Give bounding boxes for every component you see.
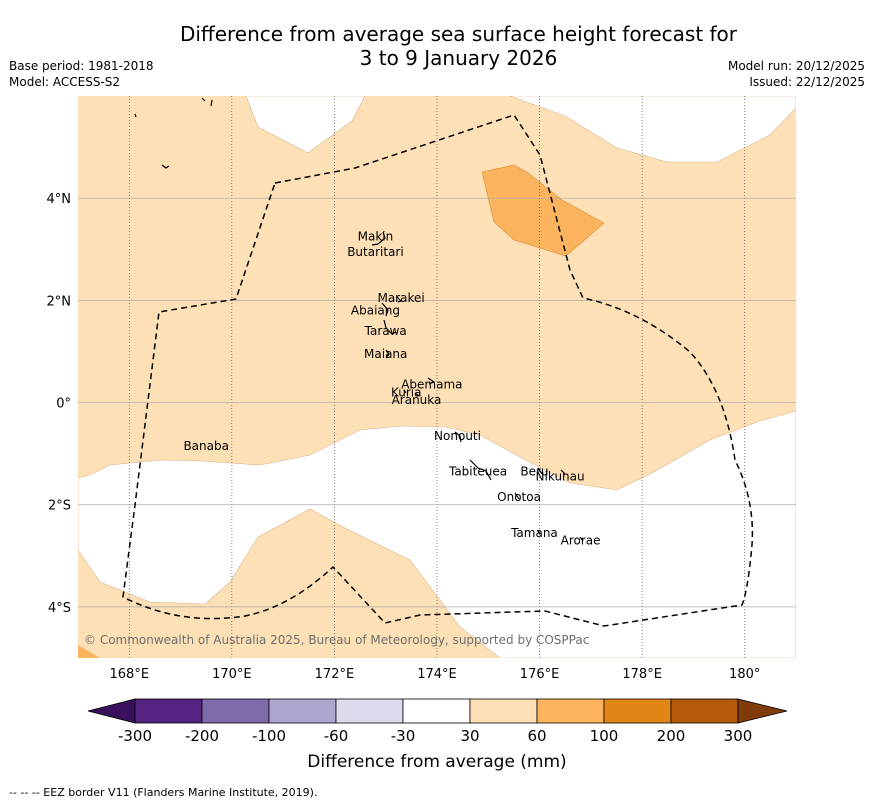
issued-date: Issued: 22/12/2025 xyxy=(749,75,865,89)
lon-tick-labels: 168°E 170°E 172°E 174°E 176°E 178°E 180° xyxy=(110,667,761,682)
lat-tick-label: 2°S xyxy=(48,499,71,514)
colorbar-title: Difference from average (mm) xyxy=(307,752,566,772)
lon-tick-label: 168°E xyxy=(110,667,150,682)
lat-tick-label: 2°N xyxy=(47,294,72,309)
place-label: Abemama xyxy=(401,378,462,392)
place-label: Tamana xyxy=(510,526,558,540)
chart-title: Difference from average sea surface heig… xyxy=(0,22,873,70)
colorbar-label: 200 xyxy=(657,727,686,745)
lat-tick-labels: 4°N 2°N 0° 2°S 4°S xyxy=(47,192,72,616)
island-beru xyxy=(537,467,543,475)
colorbar-labels: -300 -200 -100 -60 -30 30 60 100 200 300 xyxy=(118,727,752,745)
colorbar-label: -200 xyxy=(185,727,219,745)
lat-tick-label: 0° xyxy=(56,397,71,412)
model-run: Model run: 20/12/2025 xyxy=(727,59,865,73)
island-onotoa xyxy=(514,492,520,500)
colorbar-swatch xyxy=(268,698,337,724)
anomaly-60-100-patch xyxy=(481,164,605,257)
lat-tick-label: 4°N xyxy=(47,192,72,207)
colorbar-swatch xyxy=(335,698,404,724)
colorbar-label: -60 xyxy=(324,727,349,745)
colorbar-swatch xyxy=(402,698,471,724)
place-label: Banaba xyxy=(183,439,229,453)
place-label: Maiana xyxy=(364,347,407,361)
island-banaba xyxy=(207,447,210,451)
lon-tick-label: 170°E xyxy=(212,667,252,682)
meta-left: Base period: 1981-2018 Model: ACCESS-S2 xyxy=(9,58,154,90)
place-label: Marakei xyxy=(377,291,424,305)
island-abemama xyxy=(427,377,436,385)
colorbar-min-arrow xyxy=(87,698,136,724)
colorbar-swatch xyxy=(201,698,270,724)
colorbar-label: -30 xyxy=(391,727,416,745)
colorbar-label: 300 xyxy=(724,727,753,745)
lat-tick-label: 4°S xyxy=(48,601,71,616)
place-label: Tarawa xyxy=(364,324,407,338)
island-nw-1 xyxy=(134,113,137,118)
island-nw-3 xyxy=(201,97,206,102)
place-label: Aranuka xyxy=(392,393,442,407)
anomaly-near-zero-northeast xyxy=(509,96,796,163)
island-maiana xyxy=(385,349,390,359)
copyright-text: © Commonwealth of Australia 2025, Bureau… xyxy=(84,633,589,647)
meta-right: Model run: 20/12/2025 Issued: 22/12/2025 xyxy=(728,58,865,90)
place-label: Kuria xyxy=(391,385,422,399)
place-label: Tabiteuea xyxy=(448,465,507,479)
island-tabiteuea xyxy=(469,459,492,481)
base-period: Base period: 1981-2018 xyxy=(9,59,154,73)
lon-tick-label: 174°E xyxy=(417,667,457,682)
island-nonouti xyxy=(454,431,462,443)
eez-border xyxy=(122,114,754,627)
island-nw-2 xyxy=(161,164,170,169)
island-nikunau xyxy=(560,469,566,475)
place-label: Beru xyxy=(520,465,548,479)
colorbar-label: 30 xyxy=(460,727,479,745)
chart-title-line1: Difference from average sea surface heig… xyxy=(179,22,738,46)
place-label: Butaritari xyxy=(347,245,404,259)
colorbar-label: 60 xyxy=(527,727,546,745)
anomaly-near-zero-north xyxy=(245,96,366,154)
colorbar-swatch xyxy=(536,698,605,724)
place-label: Arorae xyxy=(561,533,601,547)
lat-gridlines xyxy=(78,197,796,608)
island-marakei xyxy=(396,296,403,303)
lon-gridlines xyxy=(128,96,746,658)
island-tarawa xyxy=(383,319,397,335)
island-makin xyxy=(371,231,386,246)
lon-tick-label: 172°E xyxy=(315,667,355,682)
place-label: Onotoa xyxy=(497,490,541,504)
model-name: Model: ACCESS-S2 xyxy=(9,75,121,89)
colorbar-swatch xyxy=(603,698,672,724)
place-label: Nonouti xyxy=(434,429,481,443)
chart-title-line2: 3 to 9 January 2026 xyxy=(359,46,558,70)
lon-tick-label: 176°E xyxy=(520,667,560,682)
island-arorae xyxy=(579,536,584,542)
anomaly-60-100-corner xyxy=(78,645,100,658)
island-kuria xyxy=(403,389,407,394)
colorbar-max-arrow xyxy=(737,698,788,724)
place-label: Abaiang xyxy=(351,304,400,318)
lon-tick-label: 180° xyxy=(729,667,760,682)
colorbar-swatch xyxy=(134,698,203,724)
island-aranuka xyxy=(414,392,420,397)
eez-footnote: -- -- -- EEZ border V11 (Flanders Marine… xyxy=(9,786,318,799)
colorbar-swatch xyxy=(469,698,538,724)
island-abaiang xyxy=(381,302,389,317)
colorbar-label: -100 xyxy=(252,727,286,745)
place-label: Makin xyxy=(358,230,394,244)
colorbar xyxy=(87,698,788,724)
lon-tick-label: 178°E xyxy=(622,667,662,682)
islands xyxy=(134,97,584,542)
colorbar-label: 100 xyxy=(590,727,619,745)
island-tamana xyxy=(537,530,541,535)
place-label: Nikunau xyxy=(536,470,585,484)
colorbar-label: -300 xyxy=(118,727,152,745)
colorbar-swatch xyxy=(670,698,739,724)
island-nw-4 xyxy=(210,99,213,107)
